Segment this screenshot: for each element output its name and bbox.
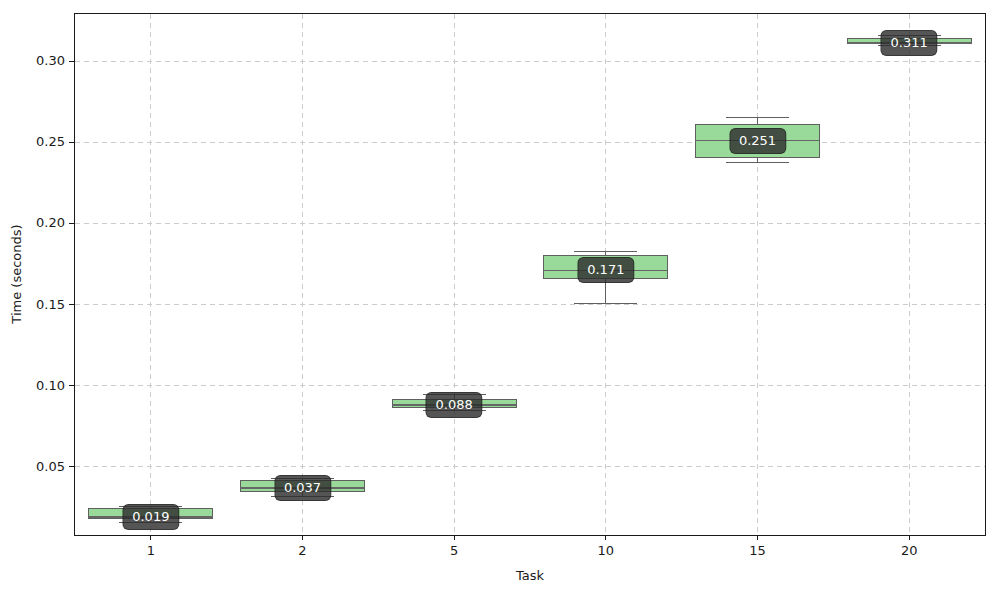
median-label: 0.251 [729, 128, 786, 154]
y-tick-label: 0.05 [13, 459, 65, 475]
plot-area: 0.050.100.150.200.250.301251015200.0190.… [74, 13, 986, 536]
x-tick-label: 10 [576, 543, 636, 559]
x-tick-mark [909, 535, 910, 540]
y-tick-mark [69, 223, 74, 224]
x-tick-label: 2 [273, 543, 333, 559]
y-tick-mark [69, 385, 74, 386]
median-label: 0.171 [577, 257, 634, 283]
y-gridline [75, 223, 985, 224]
y-tick-label: 0.30 [13, 53, 65, 69]
y-tick-mark [69, 304, 74, 305]
median-label: 0.037 [274, 475, 331, 501]
whisker-cap-upper [574, 251, 637, 252]
x-tick-mark [605, 535, 606, 540]
x-tick-mark [454, 535, 455, 540]
x-gridline [454, 14, 455, 535]
y-gridline [75, 466, 985, 467]
y-gridline [75, 142, 985, 143]
x-axis-title: Task [380, 567, 680, 585]
x-tick-label: 1 [121, 543, 181, 559]
y-tick-mark [69, 142, 74, 143]
whisker-cap-lower [574, 303, 637, 304]
y-gridline [75, 61, 985, 62]
x-tick-mark [302, 535, 303, 540]
x-gridline [302, 14, 303, 535]
median-label: 0.088 [426, 392, 483, 418]
x-tick-mark [150, 535, 151, 540]
median-label: 0.019 [122, 504, 179, 530]
y-axis-title: Time (seconds) [8, 124, 26, 424]
y-tick-mark [69, 61, 74, 62]
x-tick-mark [757, 535, 758, 540]
x-tick-label: 15 [728, 543, 788, 559]
x-gridline [150, 14, 151, 535]
whisker-cap-lower [726, 162, 789, 163]
x-tick-label: 5 [424, 543, 484, 559]
y-gridline [75, 304, 985, 305]
x-gridline [909, 14, 910, 535]
median-label: 0.311 [881, 30, 938, 56]
y-gridline [75, 385, 985, 386]
whisker-cap-upper [726, 117, 789, 118]
x-tick-label: 20 [879, 543, 939, 559]
boxplot-figure: 0.050.100.150.200.250.301251015200.0190.… [0, 0, 1000, 600]
y-tick-mark [69, 466, 74, 467]
x-gridline [757, 14, 758, 535]
